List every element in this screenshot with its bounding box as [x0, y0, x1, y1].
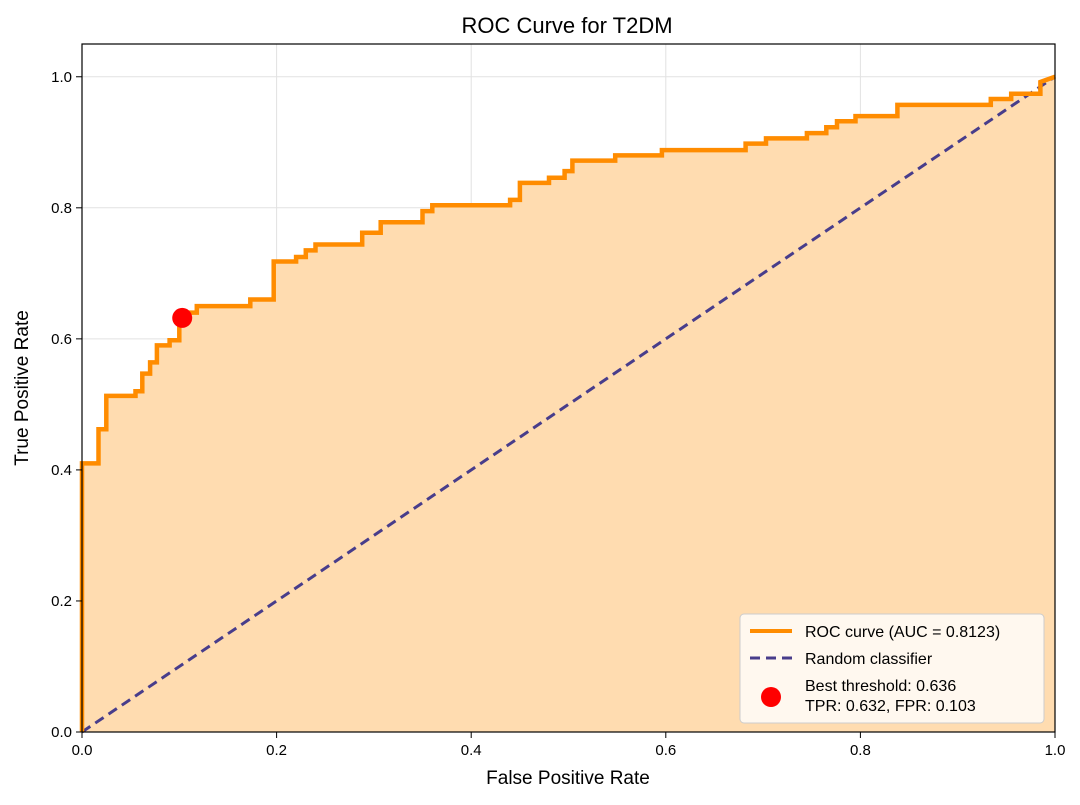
- random-classifier-line: [81, 75, 1056, 734]
- y-tick-label-5: 1.0: [51, 69, 72, 86]
- legend-best-label-line1: Best threshold: 0.636: [805, 678, 956, 695]
- x-tick-label-3: 0.6: [655, 742, 676, 759]
- x-axis-ticks: 0.0 0.2 0.4 0.6 0.8 1.0: [72, 732, 1066, 759]
- legend-best-label-line2: TPR: 0.632, FPR: 0.103: [805, 698, 976, 715]
- y-tick-label-0: 0.0: [51, 724, 72, 741]
- x-tick-label-5: 1.0: [1045, 742, 1066, 759]
- x-tick-label-4: 0.8: [850, 742, 871, 759]
- legend-box: [739, 613, 1045, 724]
- legend-best-swatch: [761, 687, 781, 707]
- chart-title: ROC Curve for T2DM: [461, 13, 672, 38]
- y-tick-label-4: 0.8: [51, 200, 72, 217]
- y-tick-label-1: 0.2: [51, 593, 72, 610]
- x-axis-title: False Positive Rate: [486, 768, 650, 789]
- plot-frame: [81, 43, 1056, 733]
- y-tick-label-2: 0.4: [51, 462, 72, 479]
- legend: ROC curve (AUC = 0.8123) Random classifi…: [739, 613, 1045, 724]
- x-tick-label-1: 0.2: [266, 742, 287, 759]
- x-tick-label-0: 0.0: [72, 742, 93, 759]
- roc-curve-line: [79, 74, 1056, 732]
- x-tick-label-2: 0.4: [461, 742, 482, 759]
- y-axis-ticks: 0.0 0.2 0.4 0.6 0.8 1.0: [51, 69, 82, 741]
- y-tick-label-3: 0.6: [51, 331, 72, 348]
- best-threshold-marker: [172, 307, 193, 328]
- legend-roc-label: ROC curve (AUC = 0.8123): [805, 624, 1000, 641]
- legend-random-label: Random classifier: [805, 651, 933, 668]
- y-axis-title: True Positive Rate: [12, 310, 33, 466]
